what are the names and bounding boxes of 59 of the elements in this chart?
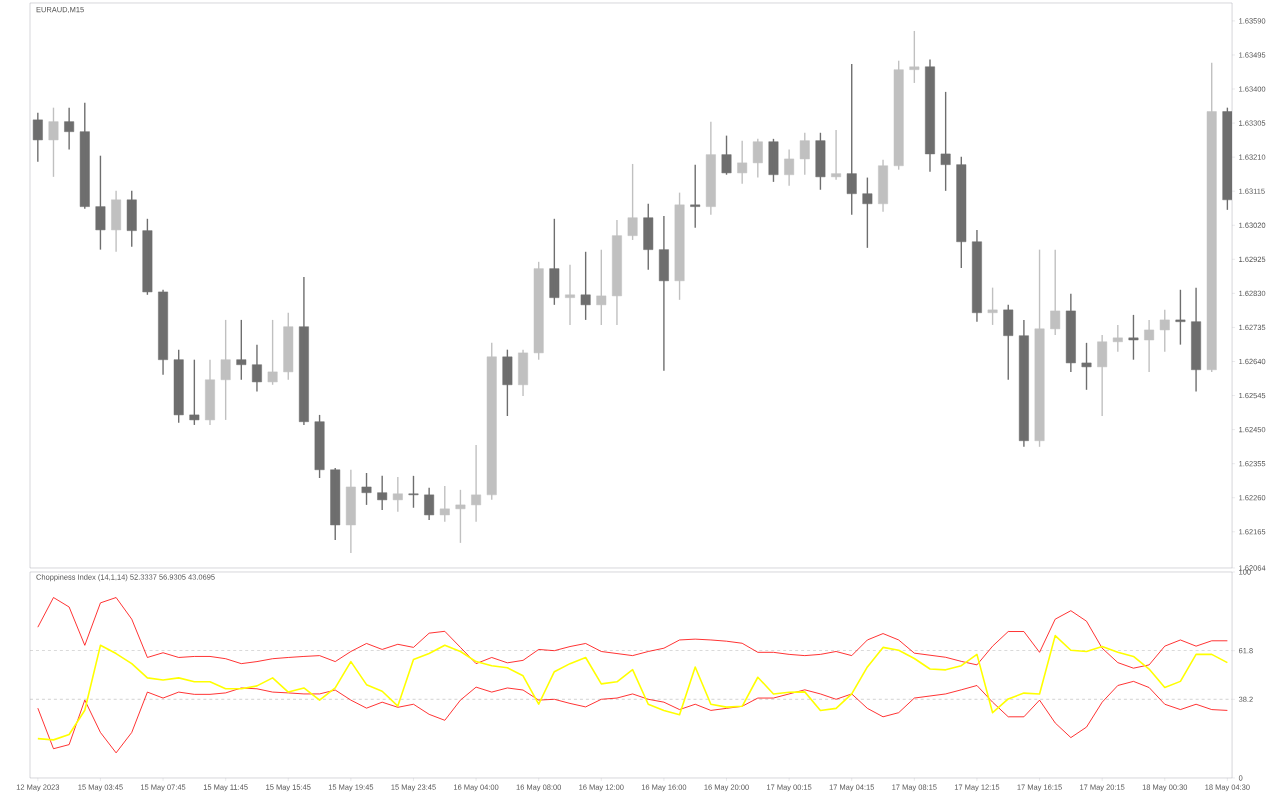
candlestick: [439, 485, 450, 523]
candlestick: [768, 138, 779, 183]
candlestick: [267, 319, 278, 386]
candlestick: [1003, 304, 1014, 381]
candlestick: [987, 286, 998, 326]
candlestick: [831, 129, 842, 181]
candlestick: [752, 138, 763, 179]
candlestick: [283, 312, 294, 381]
candlestick: [721, 134, 732, 176]
candlestick: [846, 63, 857, 216]
candlestick: [236, 319, 247, 381]
candlestick: [1128, 314, 1139, 361]
candlestick: [1144, 319, 1155, 373]
candlestick: [627, 163, 638, 241]
candlestick: [189, 358, 200, 426]
candlestick: [862, 176, 873, 249]
line-series: [37, 597, 1228, 669]
candlestick: [377, 475, 388, 511]
candlestick: [1175, 289, 1186, 346]
candlestick: [690, 163, 701, 229]
candlestick: [1050, 248, 1061, 336]
candlestick: [330, 467, 341, 541]
candlestick: [1097, 334, 1108, 417]
candlestick: [502, 348, 513, 417]
candlestick: [549, 218, 560, 306]
candlestick: [1081, 342, 1092, 391]
candlestick: [48, 106, 59, 178]
candlestick: [142, 218, 153, 296]
candlestick: [893, 60, 904, 171]
candlestick: [940, 91, 951, 192]
candlestick: [361, 472, 372, 506]
candlestick: [580, 251, 591, 321]
candlestick: [737, 139, 748, 185]
candlestick: [674, 191, 685, 301]
candlestick: [643, 203, 654, 271]
candlestick: [220, 319, 231, 421]
candlestick: [486, 342, 497, 501]
candlestick: [471, 444, 482, 523]
candlestick: [408, 475, 419, 509]
candlestick: [1206, 62, 1217, 373]
candlestick: [815, 132, 826, 191]
candlestick: [126, 190, 137, 248]
candlestick: [533, 261, 544, 361]
candlestick: [1159, 309, 1170, 353]
line-series: [37, 634, 1229, 741]
candlestick: [392, 476, 403, 513]
candlestick: [909, 30, 920, 84]
candlestick: [314, 414, 325, 479]
candlestick: [799, 132, 810, 176]
candlestick: [596, 248, 607, 326]
candlestick: [1112, 324, 1123, 353]
candlestick: [455, 489, 466, 544]
candlestick: [173, 348, 184, 424]
candlestick: [956, 156, 967, 269]
candlestick: [1034, 248, 1045, 448]
candlestick: [32, 111, 43, 163]
candlestick: [565, 263, 575, 326]
candlestick: [95, 155, 106, 251]
candlestick: [79, 101, 90, 210]
